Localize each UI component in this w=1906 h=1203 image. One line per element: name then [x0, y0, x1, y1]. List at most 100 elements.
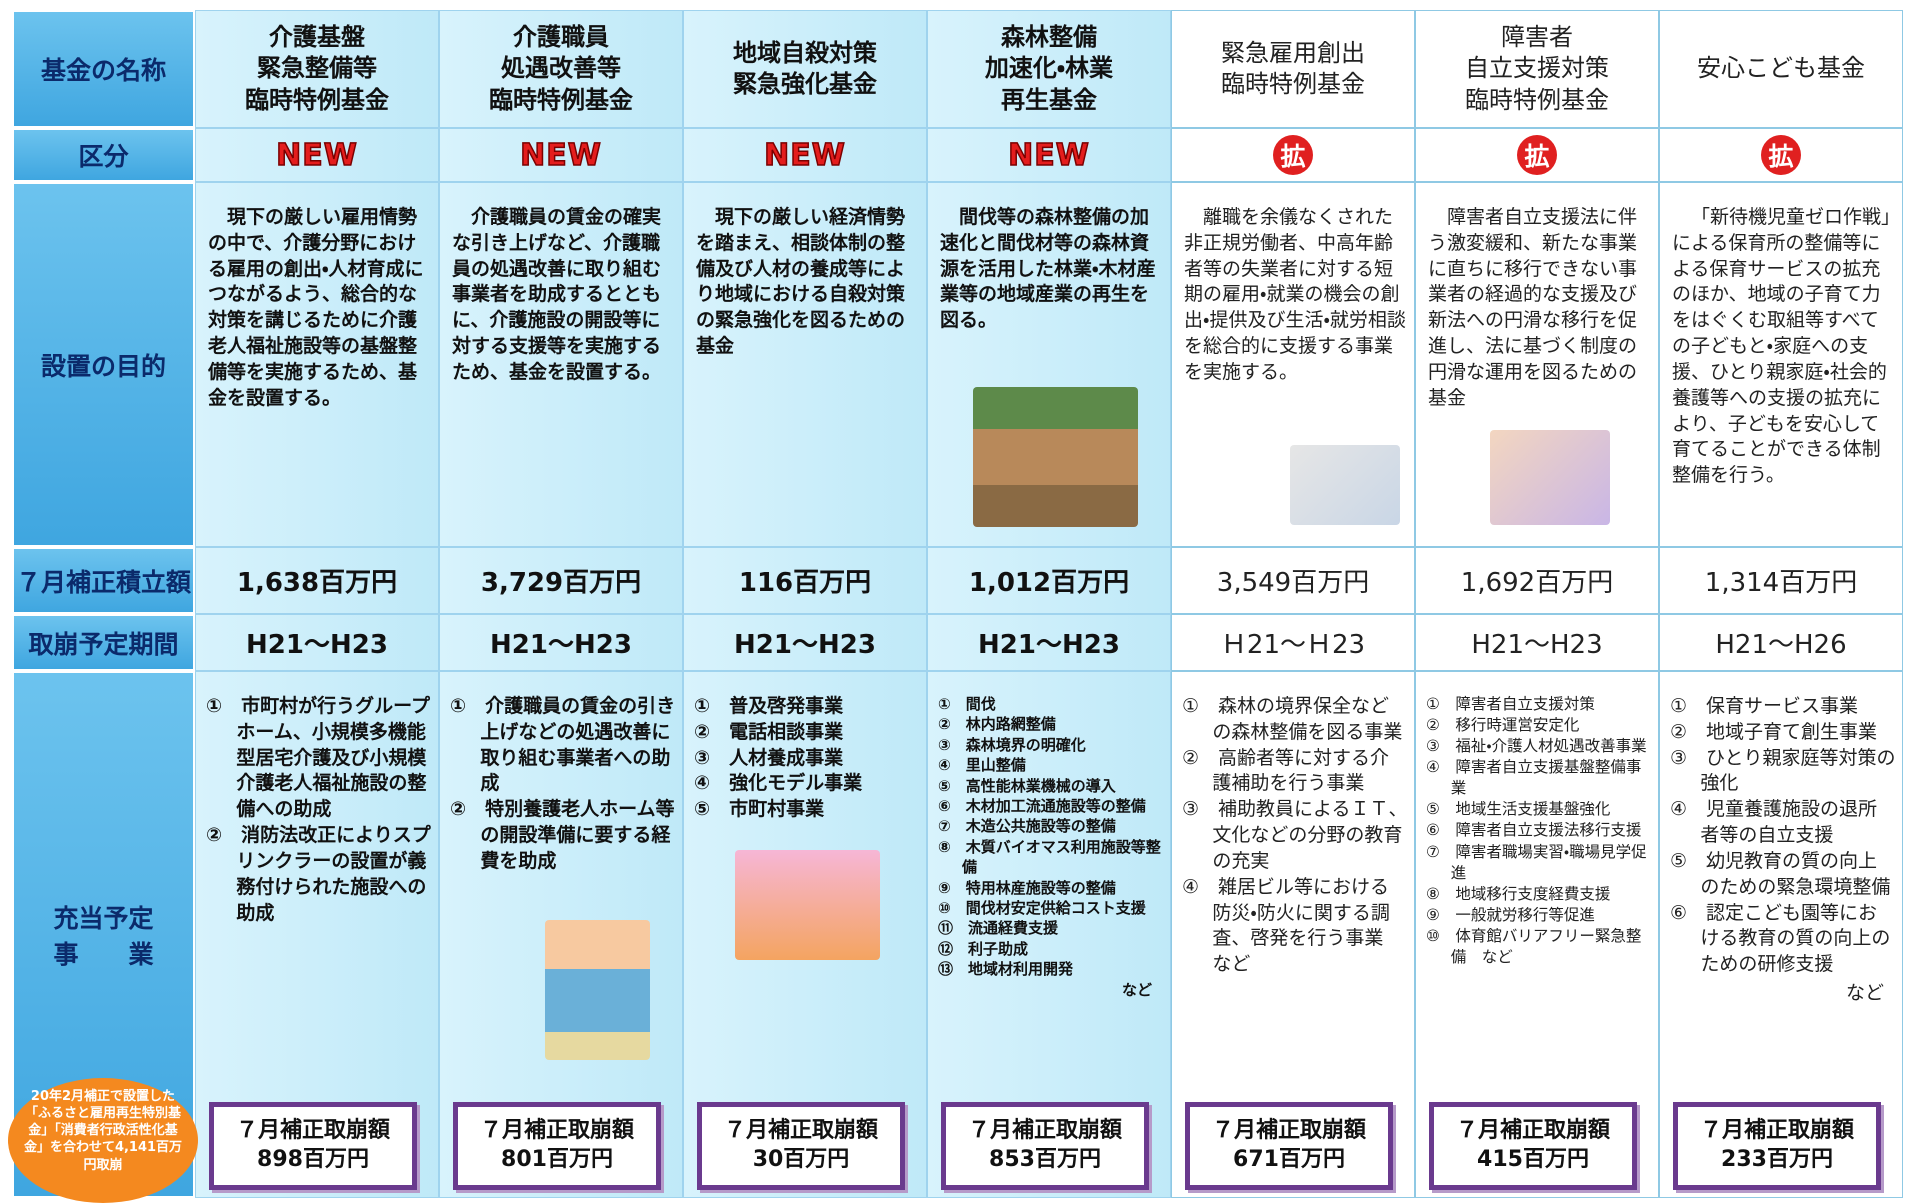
purpose: 現下の厳しい経済情勢を踏まえ、相談体制の整備及び人材の養成等により地域における自… — [683, 182, 927, 547]
project-item: ⑤ 高性能林業機械の導入 — [938, 776, 1116, 795]
illustration — [973, 387, 1138, 527]
project-item: ④ 児童養護施設の退所者等の自立支援 — [1670, 798, 1878, 847]
project-item: ⑥ 木材加工流通施設等の整備 — [938, 796, 1146, 815]
period: H21～H23 — [927, 614, 1171, 671]
reversal-box: ７月補正取崩額 853百万円 — [941, 1102, 1149, 1190]
purpose: 障害者自立支援法に伴う激変緩和、新たな事業に直ちに移行できない事業者の経過的な支… — [1415, 182, 1659, 547]
project-item: ① 森林の境界保全などの森林整備を図る事業 — [1182, 695, 1403, 743]
reversal-amount: 671百万円 — [1233, 1147, 1345, 1172]
fund-name: 安心こども基金 — [1659, 10, 1903, 128]
illustration — [735, 850, 880, 960]
period: H21～H23 — [1415, 614, 1659, 671]
purpose: 「新待機児童ゼロ作戦」による保育所の整備等による保育サービスの拡充のほか、地域の… — [1659, 182, 1903, 547]
project-item: ⑫ 利子助成 — [938, 939, 1029, 958]
project-item: ② 特別養護老人ホーム等の開設準備に要する経費を助成 — [450, 798, 675, 872]
project-item: ③ ひとり親家庭等対策の強化 — [1670, 746, 1896, 795]
reversal-box: ７月補正取崩額 415百万円 — [1429, 1102, 1637, 1190]
category-badge: NEW — [275, 137, 358, 174]
category-badge: 拡 — [1517, 135, 1557, 175]
reversal-label: ７月補正取崩額 — [479, 1118, 634, 1144]
category: NEW — [439, 128, 683, 182]
reversal-box: ７月補正取崩額 30百万円 — [697, 1102, 905, 1190]
project-item: ③ 人材養成事業 — [694, 746, 844, 769]
project-item: ⑩ 体育館バリアフリー緊急整備 など — [1426, 926, 1642, 966]
purpose: 現下の厳しい雇用情勢の中で、介護分野における雇用の創出・人材育成につながるよう、… — [195, 182, 439, 547]
row-label: 取崩予定期間 — [12, 614, 195, 671]
reversal-label: ７月補正取崩額 — [723, 1118, 878, 1144]
reversal-amount: 801百万円 — [501, 1147, 613, 1172]
amount: 116百万円 — [683, 547, 927, 614]
closing-text: など — [1121, 981, 1152, 1000]
row-label: ７月補正積立額 — [12, 547, 195, 614]
reversal-amount: 30百万円 — [752, 1147, 850, 1172]
reversal-box: ７月補正取崩額 233百万円 — [1673, 1102, 1881, 1190]
project-item: ⑧ 木質バイオマス利用施設等整備 — [938, 837, 1161, 877]
project-item: ④ 里山整備 — [938, 756, 1026, 775]
project-item: ② 林内路網整備 — [938, 715, 1056, 734]
reversal-label: ７月補正取崩額 — [1699, 1118, 1854, 1144]
project-item: ⑪ 流通経費支援 — [938, 919, 1059, 938]
illustration — [545, 920, 650, 1060]
reversal-box: ７月補正取崩額 898百万円 — [209, 1102, 417, 1190]
amount: 1,314百万円 — [1659, 547, 1903, 614]
fund-name: 障害者 自立支援対策 臨時特例基金 — [1415, 10, 1659, 128]
category: 拡 — [1171, 128, 1415, 182]
row-label: 設置の目的 — [12, 182, 195, 547]
project-item: ⑦ 木造公共施設等の整備 — [938, 817, 1116, 836]
reversal-label: ７月補正取崩額 — [235, 1118, 390, 1144]
period: Ｈ21～Ｈ23 — [1171, 614, 1415, 671]
category: NEW — [927, 128, 1171, 182]
project-item: ⑬ 地域材利用開発 — [938, 960, 1074, 979]
fund-name: 地域自殺対策 緊急強化基金 — [683, 10, 927, 128]
category-badge: NEW — [1007, 137, 1090, 174]
project-item: ⑦ 障害者職場実習・職場見学促進 — [1426, 842, 1647, 882]
project-item: ② 地域子育て創生事業 — [1670, 720, 1878, 743]
category: 拡 — [1659, 128, 1903, 182]
row-label: 区分 — [12, 128, 195, 182]
project-item: ① 市町村が行うグループホーム、小規模多機能型居宅介護及び小規模介護老人福祉施設… — [206, 695, 430, 821]
period: H21～H26 — [1659, 614, 1903, 671]
project-item: ⑥ 障害者自立支援法移行支援 — [1426, 821, 1642, 840]
project-item: ① 間伐 — [938, 695, 996, 713]
reversal-amount: 853百万円 — [989, 1147, 1101, 1172]
project-item: ① 介護職員の賃金の引き上げなどの処遇改善に取り組む事業者への助成 — [450, 695, 676, 795]
reversal-box: ７月補正取崩額 671百万円 — [1185, 1102, 1393, 1190]
purpose: 介護職員の賃金の確実な引き上げなど、介護職員の処遇改善に取り組む事業者を助成する… — [439, 182, 683, 547]
amount: 1,692百万円 — [1415, 547, 1659, 614]
category: NEW — [683, 128, 927, 182]
project-item: ③ 補助教員によるＩＴ、文化などの分野の教育の充実 — [1182, 798, 1408, 872]
project-item: ⑤ 幼児教育の質の向上のための緊急環境整備 — [1670, 849, 1891, 898]
project-item: ⑨ 一般就労移行等促進 — [1426, 905, 1595, 924]
fund-name: 緊急雇用創出 臨時特例基金 — [1171, 10, 1415, 128]
project-item: ① 普及啓発事業 — [694, 695, 844, 717]
category-badge: NEW — [519, 137, 602, 174]
project-item: ⑧ 地域移行支度経費支援 — [1426, 884, 1611, 903]
project-item: ② 電話相談事業 — [694, 720, 844, 743]
reversal-box: ７月補正取崩額 801百万円 — [453, 1102, 661, 1190]
amount: 3,729百万円 — [439, 547, 683, 614]
project-item: ③ 森林境界の明確化 — [938, 735, 1086, 754]
amount: 1,638百万円 — [195, 547, 439, 614]
project-item: ④ 強化モデル事業 — [694, 772, 863, 795]
category: 拡 — [1415, 128, 1659, 182]
project-item: ② 移行時運営安定化 — [1426, 716, 1580, 735]
amount: 3,549百万円 — [1171, 547, 1415, 614]
fund-name: 介護基盤 緊急整備等 臨時特例基金 — [195, 10, 439, 128]
note: 20年2月補正で設置した「ふるさと雇用再生特別基金」「消費者行政活性化基金」を合… — [8, 1078, 198, 1203]
project-item: ⑤ 地域生活支援基盤強化 — [1426, 800, 1611, 819]
period: H21～H23 — [195, 614, 439, 671]
amount: 1,012百万円 — [927, 547, 1171, 614]
project-item: ⑤ 市町村事業 — [694, 798, 825, 821]
project-item: ① 障害者自立支援対策 — [1426, 695, 1595, 713]
period: H21～H23 — [439, 614, 683, 671]
reversal-label: ７月補正取崩額 — [967, 1118, 1122, 1144]
fund-name: 介護職員 処遇改善等 臨時特例基金 — [439, 10, 683, 128]
period: H21～H23 — [683, 614, 927, 671]
category-badge: NEW — [763, 137, 846, 174]
project-item: ④ 雑居ビル等における防災・防火に関する調査、啓発を行う事業 など — [1182, 875, 1403, 976]
closing-text: など — [1845, 982, 1884, 1005]
row-label: 基金の名称 — [12, 10, 195, 128]
project-item: ⑩ 間伐材安定供給コスト支援 — [938, 898, 1146, 917]
reversal-amount: 898百万円 — [257, 1147, 369, 1172]
